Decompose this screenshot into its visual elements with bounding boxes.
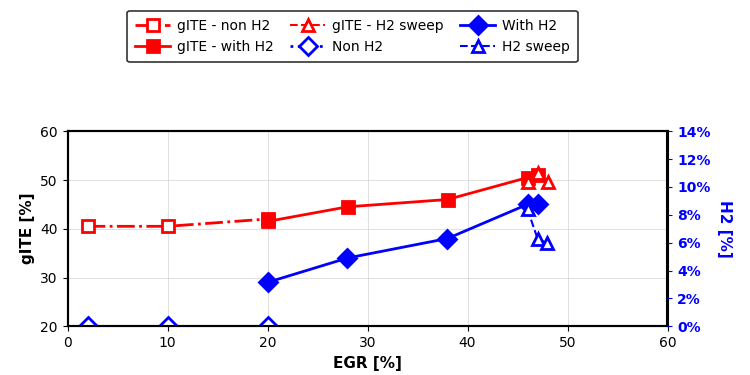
Y-axis label: H2 [%]: H2 [%] xyxy=(716,200,731,258)
Y-axis label: gITE [%]: gITE [%] xyxy=(20,193,34,264)
Legend: gITE - non H2, gITE - with H2, gITE - H2 sweep, Non H2, With H2, H2 sweep: gITE - non H2, gITE - with H2, gITE - H2… xyxy=(127,11,578,62)
X-axis label: EGR [%]: EGR [%] xyxy=(333,356,402,370)
